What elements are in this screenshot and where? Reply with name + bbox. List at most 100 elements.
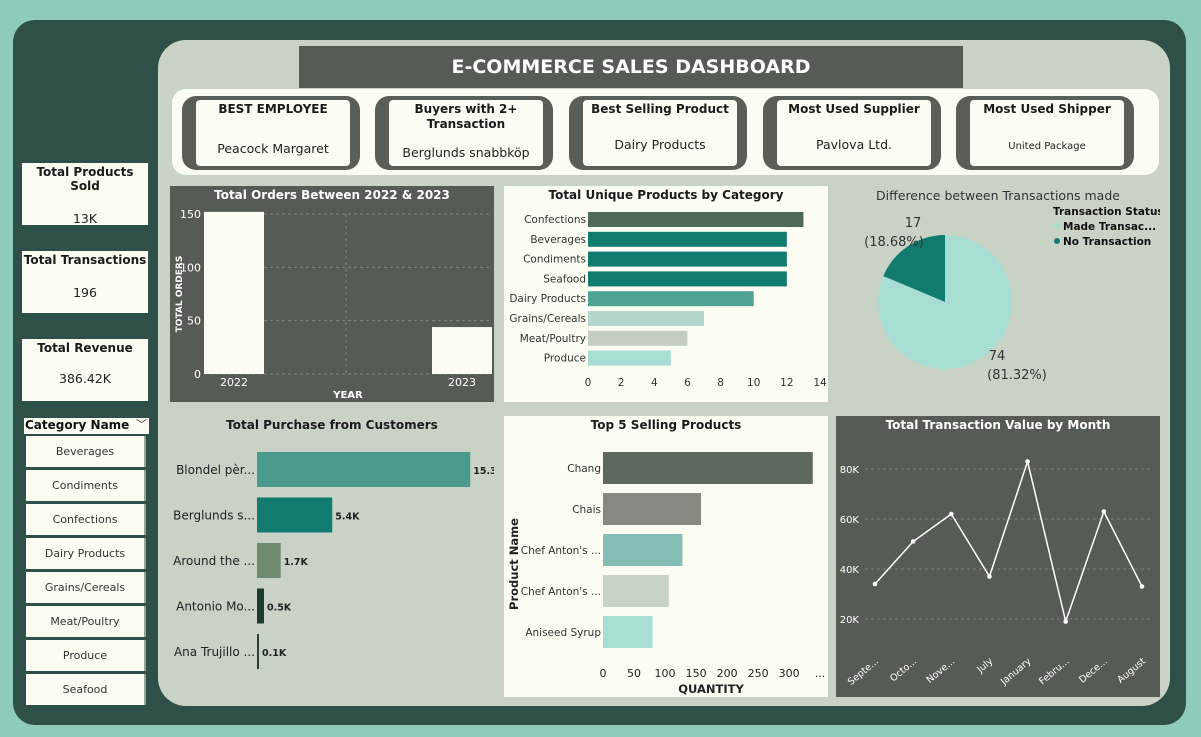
- kpi-title: Best Selling Product: [591, 102, 729, 116]
- category-label: Blondel pèr...: [176, 463, 255, 477]
- pie-slice: [878, 235, 1012, 369]
- x-tick-label: Septe...: [846, 656, 881, 688]
- x-tick-label: 2023: [448, 376, 476, 389]
- y-tick-label: 40K: [840, 565, 860, 576]
- category-label: Aniseed Syrup: [525, 627, 601, 639]
- kpi-most-used-shipper: Most Used Shipper United Package: [956, 96, 1134, 170]
- category-label: Chef Anton's ...: [521, 586, 601, 598]
- bar: [257, 497, 333, 533]
- kpi-value: Pavlova Ltd.: [816, 137, 892, 152]
- x-tick-label: 4: [651, 377, 658, 389]
- data-point: [910, 539, 916, 544]
- legend-swatch: [1054, 223, 1060, 229]
- legend-title: Transaction Status: [1053, 206, 1160, 218]
- category-label: Around the ...: [173, 554, 255, 568]
- y-tick-label: 80K: [840, 465, 860, 476]
- data-point: [1063, 619, 1069, 624]
- data-label-percent: (81.32%): [987, 368, 1047, 383]
- category-slicer: Category Name ﹀ Beverages Condiments Conf…: [22, 418, 149, 707]
- bar: [257, 634, 259, 669]
- unique-products-chart[interactable]: Total Unique Products by Category Confec…: [504, 186, 828, 402]
- top-products-chart[interactable]: Top 5 Selling Products Chang Chais Chef An…: [504, 416, 828, 697]
- slicer-item-produce[interactable]: Produce: [26, 640, 146, 671]
- category-label: Antonio Mo...: [176, 600, 255, 614]
- slicer-item-beverages[interactable]: Beverages: [26, 436, 146, 467]
- data-label: 5.4K: [335, 512, 360, 523]
- x-tick-label: ...: [815, 667, 826, 680]
- kpi-most-used-supplier: Most Used Supplier Pavlova Ltd.: [763, 96, 941, 170]
- x-axis-label: YEAR: [332, 390, 363, 401]
- chart-title: Total Orders Between 2022 & 2023: [214, 188, 450, 202]
- kpi-best-selling-product: Best Selling Product Dairy Products: [569, 96, 747, 170]
- y-tick-label: 150: [180, 208, 201, 221]
- category-label: Grains/Cereals: [509, 313, 586, 325]
- x-tick-label: 8: [717, 377, 724, 389]
- slicer-item-confections[interactable]: Confections: [26, 504, 146, 535]
- pie-slice: [883, 235, 945, 302]
- card-title: Total Products Sold: [36, 165, 134, 193]
- x-tick-label: Octo...: [888, 656, 919, 684]
- slicer-header[interactable]: Category Name ﹀: [24, 418, 149, 434]
- category-label: Berglunds s...: [173, 509, 255, 523]
- transactions-pie-chart[interactable]: Difference between Transactions made 17 (…: [836, 186, 1160, 402]
- bar: [204, 211, 264, 374]
- bar: [257, 452, 471, 487]
- chart-title: Top 5 Selling Products: [590, 418, 742, 432]
- x-tick-label: 2: [618, 377, 625, 389]
- x-tick-label: 250: [748, 667, 769, 680]
- category-label: Produce: [544, 353, 586, 365]
- total-products-sold-card: Total Products Sold 13K: [22, 163, 148, 226]
- card-title: Total Transactions: [23, 253, 147, 267]
- card-value: 386.42K: [59, 371, 111, 386]
- top-products-svg: Chang Chais Chef Anton's ... Chef Anton's .…: [507, 452, 826, 696]
- data-label-percent: (18.68%): [864, 235, 924, 250]
- kpi-value: United Package: [1008, 141, 1086, 152]
- legend-item: Made Transac...: [1063, 221, 1156, 233]
- y-tick-label: 100: [180, 261, 201, 274]
- category-label: Chef Anton's ...: [521, 545, 601, 557]
- total-revenue-card: Total Revenue 386.42K: [22, 339, 148, 401]
- chevron-down-icon[interactable]: ﹀: [136, 418, 147, 431]
- x-tick-label: 100: [655, 667, 676, 680]
- y-tick-label: 0: [194, 368, 201, 381]
- bar: [257, 588, 264, 624]
- x-tick-label: 150: [686, 667, 707, 680]
- chart-title: Total Purchase from Customers: [226, 418, 438, 432]
- y-tick-label: 60K: [840, 515, 860, 526]
- bar: [603, 534, 683, 566]
- customer-purchase-chart[interactable]: Total Purchase from Customers Blondel pè…: [170, 416, 494, 697]
- data-point: [987, 574, 992, 579]
- kpi-title: BEST EMPLOYEE: [218, 102, 328, 116]
- card-title: Total Revenue: [37, 341, 133, 355]
- data-label: 0.5K: [267, 603, 292, 614]
- data-label: 1.7K: [284, 557, 309, 568]
- x-axis-label: QUANTITY: [678, 682, 744, 696]
- kpi-title: Most Used Supplier: [788, 102, 920, 116]
- category-label: Ana Trujillo ...: [174, 645, 255, 659]
- bar: [257, 543, 281, 578]
- x-tick-label: 6: [684, 377, 691, 389]
- bar: [588, 231, 787, 247]
- data-label: 74: [989, 349, 1006, 364]
- x-tick-label: 0: [585, 377, 592, 389]
- monthly-transaction-chart[interactable]: Total Transaction Value by Month 20K 40K 6…: [836, 416, 1160, 697]
- x-tick-label: July: [974, 656, 995, 676]
- slicer-item-meat-poultry[interactable]: Meat/Poultry: [26, 606, 146, 637]
- data-label: 0.1K: [262, 648, 287, 659]
- customer-purchase-svg: Blondel pèr... 15.3K Berglunds s... 5.4K Aro…: [173, 452, 494, 669]
- chart-title: Total Unique Products by Category: [548, 188, 784, 202]
- category-label: Condiments: [523, 254, 586, 266]
- category-label: Beverages: [530, 234, 586, 246]
- orders-by-year-chart[interactable]: Total Orders Between 2022 & 2023 0 50 100 1…: [170, 186, 494, 402]
- orders-by-year-svg: 0 50 100 150 2022 2023 YEAR TOTAL ORDERS: [175, 208, 492, 401]
- category-label: Chais: [572, 504, 601, 516]
- slicer-item-dairy-products[interactable]: Dairy Products: [26, 538, 146, 569]
- category-label: Meat/Poultry: [520, 333, 586, 345]
- category-label: Dairy Products: [509, 293, 586, 305]
- slicer-item-condiments[interactable]: Condiments: [26, 470, 146, 501]
- kpi-value: Peacock Margaret: [217, 141, 329, 156]
- slicer-item-seafood[interactable]: Seafood: [26, 674, 146, 705]
- slicer-item-grains-cereals[interactable]: Grains/Cereals: [26, 572, 146, 603]
- bar: [603, 575, 669, 607]
- kpi-value: Dairy Products: [614, 137, 706, 152]
